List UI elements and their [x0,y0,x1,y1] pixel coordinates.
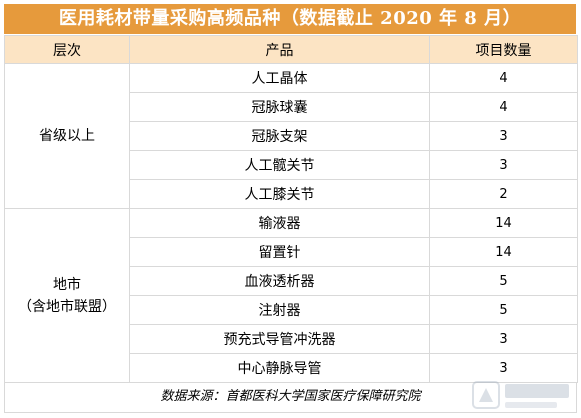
product-cell: 人工髋关节 [129,150,430,180]
data-source-note: 数据来源：首都医科大学国家医疗保障研究院 [4,382,577,413]
count-cell: 3 [429,150,578,180]
count-cell: 3 [429,324,578,354]
product-cell: 冠脉支架 [129,121,430,151]
product-cell: 人工膝关节 [129,179,430,209]
count-cell: 3 [429,121,578,151]
table-row: 人工髋关节 3 [5,150,578,180]
level-label: 省级以上 [39,128,95,144]
product-cell: 注射器 [129,295,430,325]
product-cell: 冠脉球囊 [129,92,430,122]
count-cell: 5 [429,295,578,325]
count-cell: 2 [429,179,578,209]
table-title: 医用耗材带量采购高频品种（数据截止 2020 年 8 月） [4,4,576,34]
procurement-table: 层次 产品 项目数量 省级以上 人工晶体 4 冠脉球囊 4 冠脉支架 3 [4,35,578,383]
product-cell: 留置针 [129,237,430,267]
count-cell: 4 [429,63,578,93]
count-cell: 14 [429,208,578,238]
level-cell-municipal: 地市 （含地市联盟） [4,208,130,383]
level-label: 地市 [53,276,81,293]
level-cell-provincial: 省级以上 [4,63,130,209]
header-product: 产品 [129,35,430,64]
header-row: 层次 产品 项目数量 [4,35,578,64]
count-cell: 5 [429,266,578,296]
table-row: 冠脉球囊 4 [5,92,578,122]
header-level: 层次 [4,35,130,64]
header-count: 项目数量 [429,35,578,64]
product-cell: 预充式导管冲洗器 [129,324,430,354]
level-sublabel: （含地市联盟） [18,298,116,315]
table-row: 中心静脉导管 3 [5,353,578,383]
count-cell: 14 [429,237,578,267]
table-row: 留置针 14 [5,237,578,267]
table-row: 地市 （含地市联盟） 输液器 14 [4,208,578,383]
product-cell: 输液器 [129,208,430,238]
product-cell: 血液透析器 [129,266,430,296]
product-cell: 人工晶体 [129,63,430,93]
table-row: 血液透析器 5 [5,266,578,296]
count-cell: 4 [429,92,578,122]
table-row: 省级以上 人工晶体 4 [4,63,578,209]
table-row: 注射器 5 [5,295,578,325]
count-cell: 3 [429,353,578,383]
product-cell: 中心静脉导管 [129,353,430,383]
